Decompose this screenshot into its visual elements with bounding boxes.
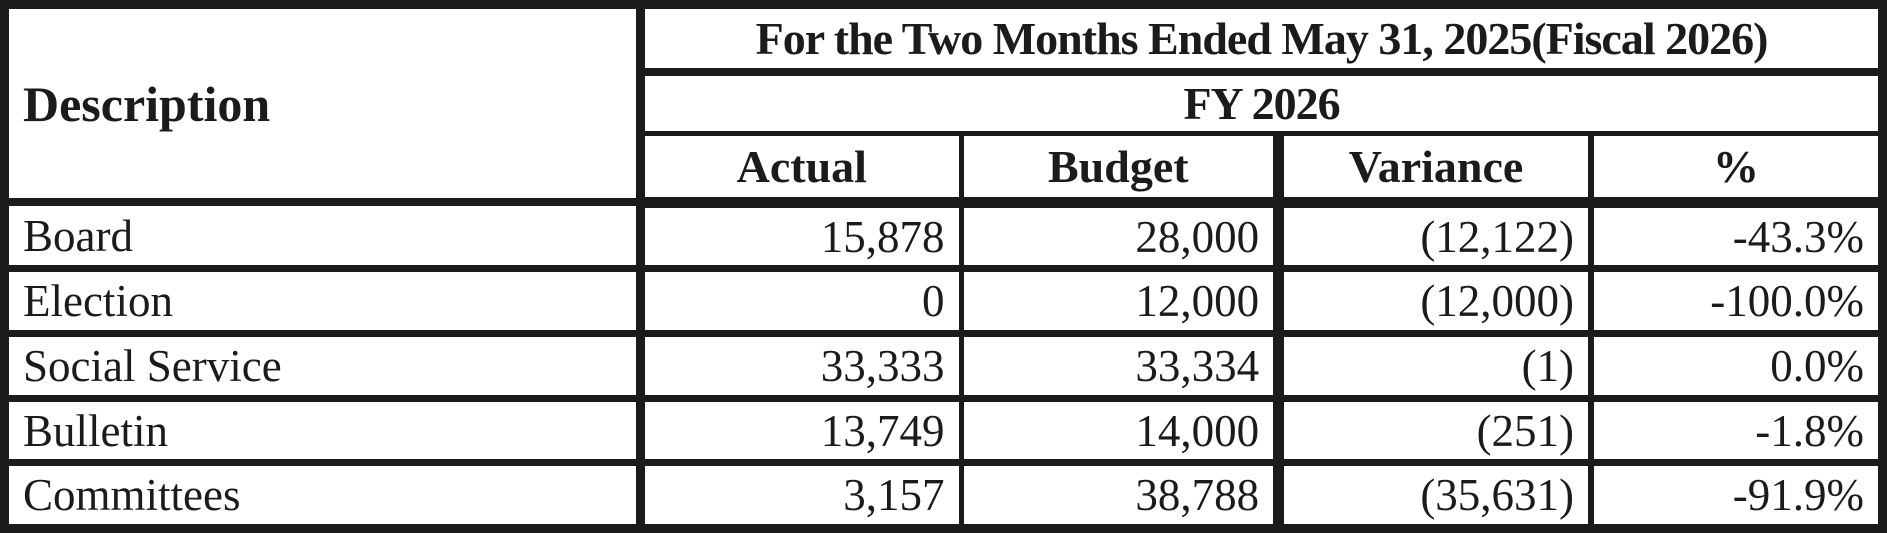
percent-value: -1.8% xyxy=(1591,398,1883,467)
variance-value: (12,122) xyxy=(1278,202,1595,273)
variance-value: (35,631) xyxy=(1278,462,1595,529)
variance-value: (1) xyxy=(1278,333,1595,402)
column-header-budget: Budget xyxy=(961,133,1285,208)
table-row: Social Service 33,333 33,334 (1) 0.0% xyxy=(4,333,1883,402)
row-label: Committees xyxy=(4,462,646,529)
percent-value: 0.0% xyxy=(1591,333,1883,402)
table-row: Bulletin 13,749 14,000 (251) -1.8% xyxy=(4,398,1883,467)
row-label: Social Service xyxy=(4,333,646,402)
budget-value: 12,000 xyxy=(961,268,1285,338)
row-label: Election xyxy=(4,268,646,338)
period-title: For the Two Months Ended May 31, 2025(Fi… xyxy=(640,4,1883,76)
table-row: Board 15,878 28,000 (12,122) -43.3% xyxy=(4,202,1883,273)
description-column-header: Description xyxy=(4,4,646,207)
variance-value: (251) xyxy=(1278,398,1595,467)
actual-value: 0 xyxy=(640,268,964,338)
budget-value: 33,334 xyxy=(961,333,1285,402)
table-row: Committees 3,157 38,788 (35,631) -91.9% xyxy=(4,462,1883,529)
actual-value: 15,878 xyxy=(640,202,964,273)
percent-value: -43.3% xyxy=(1591,202,1883,273)
budget-value: 38,788 xyxy=(961,462,1285,529)
percent-value: -100.0% xyxy=(1591,268,1883,338)
budget-value: 28,000 xyxy=(961,202,1285,273)
table-row: Election 0 12,000 (12,000) -100.0% xyxy=(4,268,1883,338)
variance-value: (12,000) xyxy=(1278,268,1595,338)
column-header-actual: Actual xyxy=(640,133,964,208)
actual-value: 33,333 xyxy=(640,333,964,402)
actual-value: 13,749 xyxy=(640,398,964,467)
row-label: Bulletin xyxy=(4,398,646,467)
row-label: Board xyxy=(4,202,646,273)
percent-value: -91.9% xyxy=(1732,470,1864,521)
column-header-variance: Variance xyxy=(1278,133,1595,208)
fiscal-year-header: FY 2026 xyxy=(640,71,1883,137)
actual-value: 3,157 xyxy=(640,462,964,529)
budget-value: 14,000 xyxy=(961,398,1285,467)
column-header-percent: % xyxy=(1591,133,1883,208)
